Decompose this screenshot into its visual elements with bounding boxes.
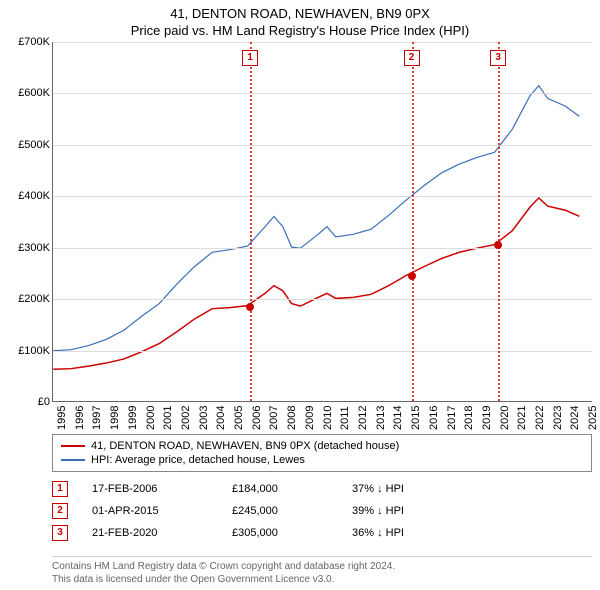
x-axis-label: 2012 (357, 406, 369, 430)
transaction-price: £245,000 (232, 505, 352, 517)
marker-dot (408, 272, 416, 280)
legend-row: 41, DENTON ROAD, NEWHAVEN, BN9 0PX (deta… (61, 439, 583, 453)
marker-vertical-line (498, 42, 500, 401)
y-axis-label: £500K (2, 139, 50, 151)
x-axis-label: 2010 (322, 406, 334, 430)
marker-vertical-line (412, 42, 414, 401)
transaction-badge: 2 (52, 503, 68, 519)
transaction-badge: 1 (52, 481, 68, 497)
x-axis-label: 1999 (127, 406, 139, 430)
x-axis-label: 1996 (74, 406, 86, 430)
transaction-row: 2 01-APR-2015£245,00039% ↓ HPI (52, 500, 592, 522)
x-axis-label: 2002 (180, 406, 192, 430)
y-axis-label: £400K (2, 190, 50, 202)
x-axis-label: 1997 (91, 406, 103, 430)
attribution-line1: Contains HM Land Registry data © Crown c… (52, 560, 592, 573)
x-axis-label: 2022 (534, 406, 546, 430)
transaction-badge: 3 (52, 525, 68, 541)
transaction-row: 3 21-FEB-2020£305,00036% ↓ HPI (52, 522, 592, 544)
marker-dot (494, 241, 502, 249)
x-axis-label: 2014 (392, 406, 404, 430)
x-axis-label: 2018 (463, 406, 475, 430)
attribution-text: Contains HM Land Registry data © Crown c… (52, 556, 592, 586)
legend-label: HPI: Average price, detached house, Lewe… (91, 454, 305, 466)
y-axis-label: £600K (2, 87, 50, 99)
x-axis-label: 2024 (569, 406, 581, 430)
transaction-date: 17-FEB-2006 (92, 483, 232, 495)
x-axis-label: 2015 (410, 406, 422, 430)
gridline-horizontal (53, 145, 592, 146)
legend-swatch (61, 459, 85, 461)
chart-lines-svg (53, 42, 592, 401)
y-axis-label: £700K (2, 36, 50, 48)
y-axis-label: £0 (2, 396, 50, 408)
y-axis-label: £100K (2, 345, 50, 357)
transaction-pct: 36% ↓ HPI (352, 527, 452, 539)
x-axis-label: 2005 (233, 406, 245, 430)
gridline-horizontal (53, 351, 592, 352)
transaction-pct: 37% ↓ HPI (352, 483, 452, 495)
x-axis-label: 2004 (215, 406, 227, 430)
attribution-line2: This data is licensed under the Open Gov… (52, 573, 592, 586)
x-axis-label: 2013 (375, 406, 387, 430)
series-line (53, 86, 579, 351)
x-axis-label: 2009 (304, 406, 316, 430)
chart-legend: 41, DENTON ROAD, NEWHAVEN, BN9 0PX (deta… (52, 434, 592, 472)
x-axis-label: 2021 (516, 406, 528, 430)
transaction-row: 1 17-FEB-2006£184,00037% ↓ HPI (52, 478, 592, 500)
x-axis-label: 1998 (109, 406, 121, 430)
gridline-horizontal (53, 248, 592, 249)
legend-label: 41, DENTON ROAD, NEWHAVEN, BN9 0PX (deta… (91, 440, 399, 452)
marker-badge: 1 (242, 50, 258, 66)
x-axis-label: 2001 (162, 406, 174, 430)
legend-swatch (61, 445, 85, 447)
chart-plot-area: 1 2 3 (52, 42, 592, 402)
y-axis-label: £300K (2, 242, 50, 254)
x-axis-label: 2007 (268, 406, 280, 430)
transaction-price: £184,000 (232, 483, 352, 495)
x-axis-label: 2000 (145, 406, 157, 430)
transaction-pct: 39% ↓ HPI (352, 505, 452, 517)
gridline-horizontal (53, 42, 592, 43)
transaction-price: £305,000 (232, 527, 352, 539)
transaction-date: 01-APR-2015 (92, 505, 232, 517)
marker-badge: 3 (490, 50, 506, 66)
x-axis-label: 2020 (499, 406, 511, 430)
gridline-horizontal (53, 93, 592, 94)
gridline-horizontal (53, 196, 592, 197)
x-axis-label: 2025 (587, 406, 599, 430)
x-axis-label: 1995 (56, 406, 68, 430)
marker-vertical-line (250, 42, 252, 401)
x-axis-label: 2017 (446, 406, 458, 430)
marker-badge: 2 (404, 50, 420, 66)
y-axis-label: £200K (2, 293, 50, 305)
title-subtitle: Price paid vs. HM Land Registry's House … (0, 21, 600, 42)
x-axis-label: 2016 (428, 406, 440, 430)
chart-container: 41, DENTON ROAD, NEWHAVEN, BN9 0PX Price… (0, 0, 600, 590)
x-axis-label: 2011 (339, 406, 351, 430)
transactions-table: 1 17-FEB-2006£184,00037% ↓ HPI 2 01-APR-201… (52, 478, 592, 544)
gridline-horizontal (53, 299, 592, 300)
x-axis-label: 2023 (552, 406, 564, 430)
x-axis-label: 2003 (198, 406, 210, 430)
title-address: 41, DENTON ROAD, NEWHAVEN, BN9 0PX (0, 0, 600, 21)
legend-row: HPI: Average price, detached house, Lewe… (61, 453, 583, 467)
transaction-date: 21-FEB-2020 (92, 527, 232, 539)
x-axis-label: 2019 (481, 406, 493, 430)
marker-dot (246, 303, 254, 311)
series-line (53, 198, 579, 369)
x-axis-label: 2008 (286, 406, 298, 430)
x-axis-label: 2006 (251, 406, 263, 430)
